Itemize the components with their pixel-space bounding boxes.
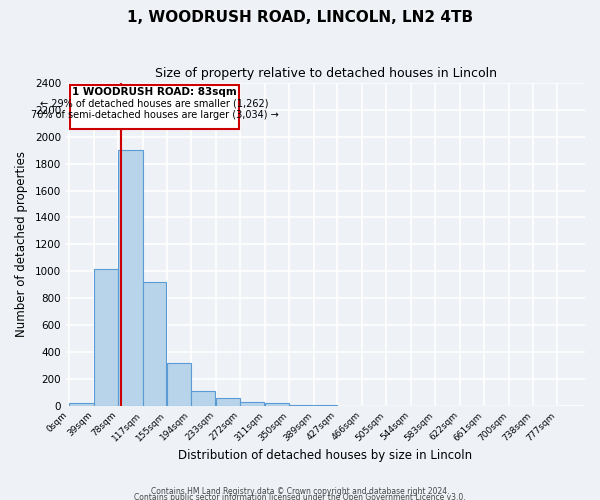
Bar <box>143 282 166 406</box>
Bar <box>289 405 313 406</box>
Bar <box>167 362 191 406</box>
FancyBboxPatch shape <box>70 85 239 129</box>
Bar <box>240 402 265 406</box>
X-axis label: Distribution of detached houses by size in Lincoln: Distribution of detached houses by size … <box>178 450 473 462</box>
Bar <box>94 268 118 406</box>
Bar <box>216 398 240 406</box>
Text: 70% of semi-detached houses are larger (3,034) →: 70% of semi-detached houses are larger (… <box>31 110 278 120</box>
Bar <box>118 150 143 406</box>
Bar <box>265 403 289 406</box>
Text: 1 WOODRUSH ROAD: 83sqm: 1 WOODRUSH ROAD: 83sqm <box>72 88 237 98</box>
Text: Contains public sector information licensed under the Open Government Licence v3: Contains public sector information licen… <box>134 493 466 500</box>
Text: 1, WOODRUSH ROAD, LINCOLN, LN2 4TB: 1, WOODRUSH ROAD, LINCOLN, LN2 4TB <box>127 10 473 25</box>
Bar <box>70 403 94 406</box>
Text: Contains HM Land Registry data © Crown copyright and database right 2024.: Contains HM Land Registry data © Crown c… <box>151 487 449 496</box>
Text: ← 29% of detached houses are smaller (1,262): ← 29% of detached houses are smaller (1,… <box>40 99 269 109</box>
Y-axis label: Number of detached properties: Number of detached properties <box>15 152 28 338</box>
Title: Size of property relative to detached houses in Lincoln: Size of property relative to detached ho… <box>155 68 497 80</box>
Bar <box>191 391 215 406</box>
